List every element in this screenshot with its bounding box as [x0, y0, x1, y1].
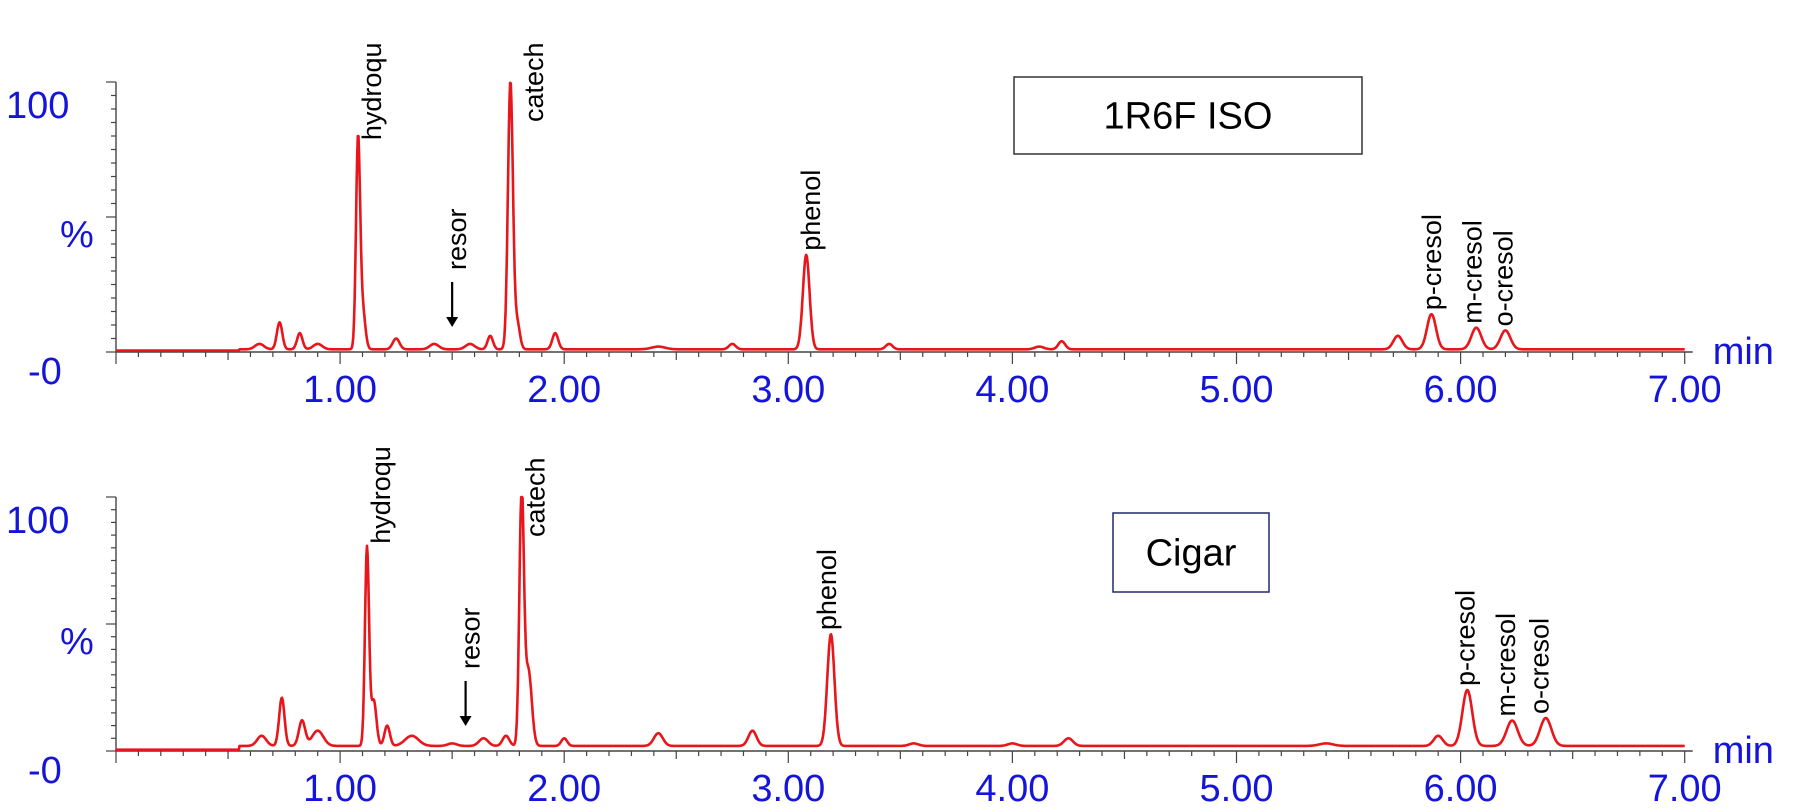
peak-label-phenol: phenol: [796, 170, 826, 251]
xtick-label: 5.00: [1200, 768, 1274, 809]
peak-label-mcresol: m-cresol: [1457, 220, 1487, 324]
xtick-label: 4.00: [975, 369, 1049, 411]
ytick-label-100: 100: [6, 500, 69, 542]
peak-label-pcresol: p-cresol: [1451, 590, 1481, 686]
xtick-label: 2.00: [527, 369, 601, 411]
peak-label-hydroqu: hydroqu: [357, 43, 387, 141]
sample-label: Cigar: [1146, 533, 1237, 575]
sample-label-box: [1112, 512, 1270, 593]
x-unit-label: min: [1713, 730, 1774, 772]
peak-label-resor: resor: [442, 208, 472, 270]
xtick-label: 1.00: [303, 369, 377, 411]
ytick-label-100: 100: [6, 85, 69, 127]
xtick-label: 6.00: [1424, 768, 1498, 809]
xtick-label: 4.00: [975, 768, 1049, 809]
peak-label-catech: catech: [521, 457, 551, 537]
ylabel-percent: %: [60, 621, 94, 663]
xtick-label: 3.00: [751, 369, 825, 411]
ytick-label-0: -0: [28, 351, 62, 393]
xtick-label: 3.00: [751, 768, 825, 809]
xtick-label: 7.00: [1648, 369, 1722, 411]
peak-label-ocresol: o-cresol: [1489, 230, 1519, 326]
xtick-label: 1.00: [303, 768, 377, 809]
arrow-head-icon: [459, 716, 472, 726]
sample-label: 1R6F ISO: [1104, 96, 1273, 138]
peak-label-hydroqu: hydroqu: [366, 446, 396, 544]
peak-label-ocresol: o-cresol: [1525, 618, 1555, 714]
sample-label-box: [1013, 76, 1363, 155]
peak-label-mcresol: m-cresol: [1491, 613, 1521, 717]
peak-label-phenol: phenol: [812, 549, 842, 630]
xtick-label: 2.00: [527, 768, 601, 809]
ytick-label-0: -0: [28, 750, 62, 792]
arrow-head-icon: [446, 317, 459, 327]
peak-label-pcresol: p-cresol: [1417, 214, 1447, 310]
peak-label-catech: catech: [519, 42, 549, 122]
chromatogram-trace: [115, 495, 1686, 752]
chromatogram-trace: [115, 81, 1686, 352]
xtick-label: 5.00: [1200, 369, 1274, 411]
xtick-label: 6.00: [1424, 369, 1498, 411]
xtick-label: 7.00: [1648, 768, 1722, 809]
peak-label-resor: resor: [456, 607, 486, 669]
ylabel-percent: %: [60, 214, 94, 256]
x-unit-label: min: [1713, 331, 1774, 373]
